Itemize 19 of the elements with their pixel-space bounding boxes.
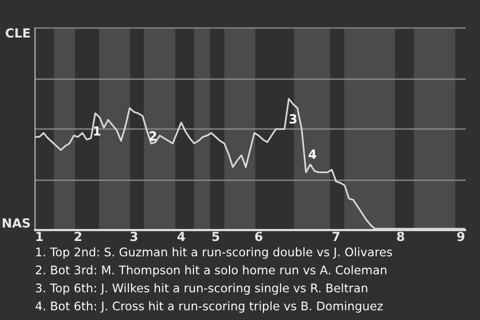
text: 2. Bot 3rd: M. Thompson hit a solo home run vs A. Coleman [36, 265, 386, 277]
x-tick-label: 8 [397, 232, 404, 242]
x-tick-label: 9 [457, 232, 464, 242]
x-tick-label: 4 [177, 232, 186, 241]
text: NAS [2, 218, 30, 228]
text: CLE [6, 28, 30, 38]
x-tick-label: 6 [255, 232, 262, 242]
x-tick-label: 1 [36, 232, 43, 241]
x-tick-label: 5 [212, 232, 220, 242]
x-tick-label: 7 [332, 232, 340, 241]
annotation: 1 [94, 126, 100, 136]
x-tick-label: 2 [74, 232, 82, 241]
annotation: 4 [308, 150, 316, 159]
annotation: 3 [290, 114, 296, 124]
x-tick-label: 3 [130, 232, 138, 242]
annotation: 2 [150, 131, 156, 141]
text: 1. Top 2nd: S. Guzman hit a run-scoring double vs J. Olivares [36, 247, 392, 259]
text: 4. Bot 6th: J. Cross hit a run-scoring triple vs B. Dominguez [36, 301, 383, 313]
text: 3. Top 6th: J. Wilkes hit a run-scoring single vs R. Beltran [36, 283, 368, 295]
